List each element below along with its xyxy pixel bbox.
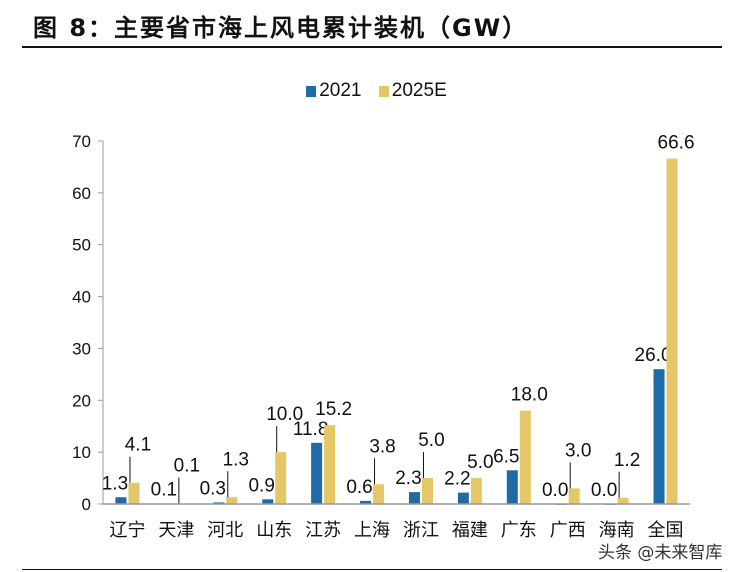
data-label-2025e: 66.6 <box>658 133 695 154</box>
bar-2025e <box>666 158 678 505</box>
bar-2021 <box>360 500 372 504</box>
title-rule <box>22 46 722 48</box>
bottom-rule <box>22 569 722 570</box>
x-tick-label: 海南 <box>599 520 635 541</box>
data-label-2025e: 18.0 <box>511 385 548 406</box>
data-label-2021: 0.1 <box>151 479 177 500</box>
x-tick-label: 江苏 <box>305 520 341 541</box>
x-tick-label: 天津 <box>158 520 194 541</box>
data-label-2025e: 1.2 <box>614 450 640 471</box>
data-label-2025e: 3.0 <box>565 440 591 461</box>
y-tick-label: 10 <box>72 443 91 462</box>
x-tick-label: 辽宁 <box>109 520 145 541</box>
y-tick-label: 50 <box>72 236 91 255</box>
bar-2025e <box>519 410 531 504</box>
legend-label-2025e: 2025E <box>391 80 447 101</box>
bar-2025e <box>421 478 433 504</box>
legend-label-2021: 2021 <box>319 80 362 101</box>
bar-2021 <box>457 492 469 504</box>
bar-2025e <box>226 497 238 504</box>
data-label-2021: 0.3 <box>200 478 226 499</box>
data-label-2021: 11.8 <box>293 419 329 440</box>
x-tick-label: 山东 <box>256 520 292 541</box>
bar-2025e <box>373 484 385 504</box>
x-tick-label: 河北 <box>207 520 243 541</box>
bar-2021 <box>115 497 127 504</box>
y-tick-label: 60 <box>72 184 91 203</box>
legend-swatch-2025e <box>378 85 389 97</box>
bar-2021 <box>408 492 420 504</box>
x-tick-label: 广东 <box>501 520 537 541</box>
y-tick-label: 30 <box>72 339 91 358</box>
x-tick-label: 广西 <box>550 520 586 541</box>
data-label-2025e: 1.3 <box>223 449 249 470</box>
legend-swatch-2021 <box>306 85 317 97</box>
y-tick-label: 20 <box>72 391 91 410</box>
chart-title: 图 8：主要省市海上风电累计装机（GW） <box>33 14 529 42</box>
data-label-2021: 6.5 <box>493 446 519 467</box>
data-label-2021: 0.9 <box>248 475 274 496</box>
legend-item-2025e: 2025E <box>378 80 447 102</box>
data-label-2021: 1.3 <box>102 473 128 494</box>
x-tick-label: 浙江 <box>403 520 439 541</box>
legend-item-2021: 2021 <box>306 80 362 102</box>
data-label-2025e: 10.0 <box>266 404 303 425</box>
watermark: 头条 @未来智库 <box>598 543 723 563</box>
x-tick-label: 上海 <box>354 520 390 541</box>
data-label-2021: 2.3 <box>395 468 421 489</box>
y-tick-label: 70 <box>72 132 91 151</box>
bar-2025e <box>568 488 580 504</box>
x-tick-label: 全国 <box>648 520 684 541</box>
data-label-2021: 0.0 <box>591 480 617 501</box>
bar-2021 <box>506 470 518 504</box>
data-label-2021: 0.0 <box>542 480 568 501</box>
bar-2021 <box>213 502 225 504</box>
bar-2025e <box>324 425 336 504</box>
data-label-2025e: 5.0 <box>418 430 444 451</box>
data-label-2021: 0.6 <box>346 477 372 498</box>
data-label-2025e: 15.2 <box>315 399 352 420</box>
bar-2025e <box>128 482 140 504</box>
y-tick-label: 0 <box>82 495 91 514</box>
data-label-2025e: 0.1 <box>174 455 200 476</box>
data-label-2025e: 3.8 <box>369 436 395 457</box>
bar-2021 <box>262 499 274 504</box>
data-label-2021: 2.2 <box>444 469 470 490</box>
y-tick-label: 40 <box>72 288 91 307</box>
x-tick-label: 福建 <box>452 520 488 541</box>
bar-2021 <box>653 369 665 504</box>
legend: 2021 2025E <box>0 80 753 103</box>
data-label-2025e: 4.1 <box>125 435 151 456</box>
bar-2025e <box>470 478 482 504</box>
bar-2025e <box>275 452 287 504</box>
bar-2021 <box>311 442 323 504</box>
bar-2025e <box>617 497 629 504</box>
data-label-2025e: 5.0 <box>467 452 493 473</box>
data-label-2021: 26.0 <box>635 345 672 366</box>
